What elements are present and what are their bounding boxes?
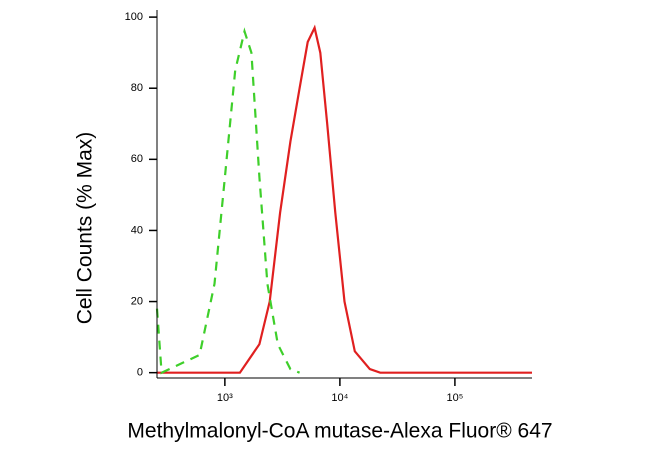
series-line (157, 24, 532, 374)
x-tick-label: 10⁴ (331, 392, 348, 404)
y-axis-title: Cell Counts (% Max) (74, 132, 97, 325)
x-axis-title: Methylmalonyl-CoA mutase-Alexa Fluor® 64… (127, 420, 552, 443)
series-line (155, 27, 301, 375)
y-tick-label: 80 (131, 82, 143, 94)
y-tick-label: 100 (125, 11, 143, 23)
x-tick-label: 10⁵ (447, 392, 464, 404)
y-tick-label: 60 (131, 153, 143, 165)
x-tick-label: 10³ (217, 392, 233, 404)
y-tick-label: 20 (131, 295, 143, 307)
y-tick-label: 0 (137, 367, 143, 379)
y-tick-label: 40 (131, 224, 143, 236)
